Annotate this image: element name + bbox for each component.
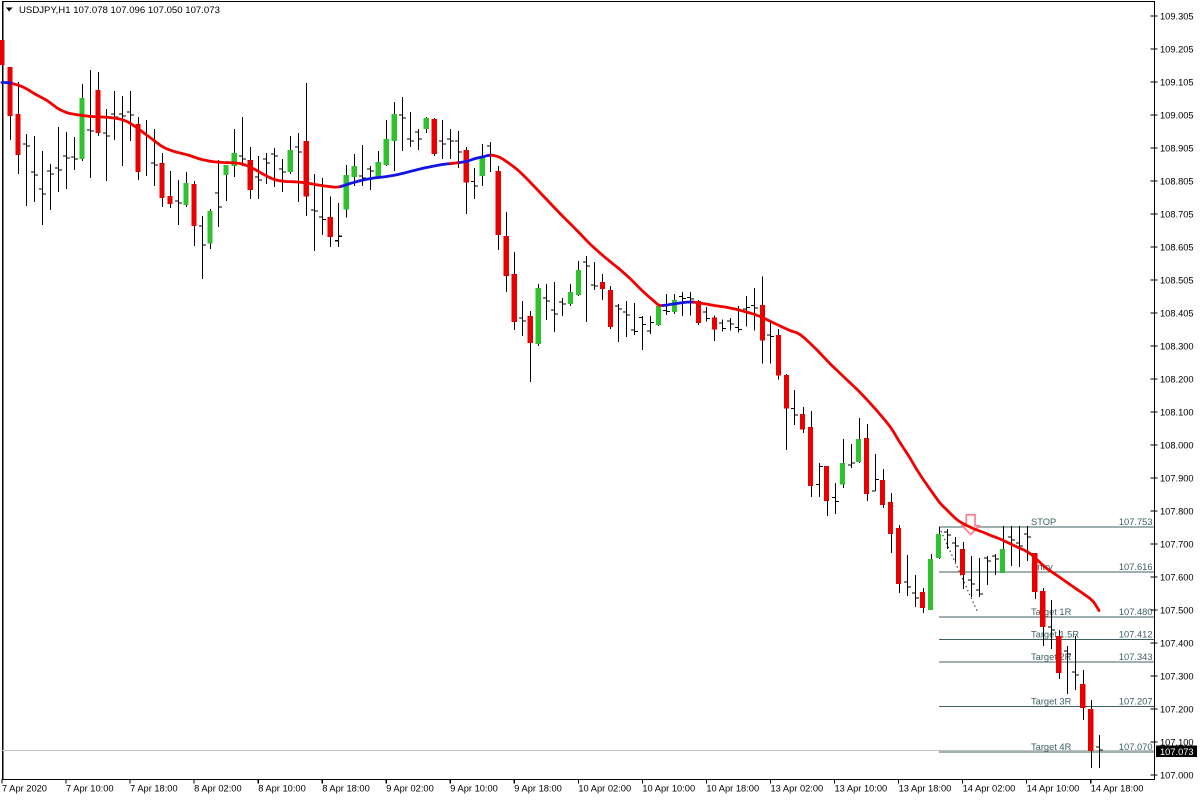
svg-text:USDJPY,H1 107.078 107.096 107: USDJPY,H1 107.078 107.096 107.050 107.07…	[19, 5, 220, 16]
svg-text:107.616: 107.616	[1119, 562, 1153, 572]
svg-text:108.905: 108.905	[1160, 143, 1194, 153]
svg-text:107.070: 107.070	[1119, 742, 1153, 752]
svg-text:108.300: 108.300	[1160, 341, 1194, 351]
svg-text:STOP: STOP	[1031, 517, 1056, 527]
svg-text:9 Apr 10:00: 9 Apr 10:00	[450, 783, 498, 793]
svg-text:7 Apr 18:00: 7 Apr 18:00	[130, 783, 178, 793]
svg-text:109.005: 109.005	[1160, 110, 1194, 120]
svg-text:8 Apr 18:00: 8 Apr 18:00	[322, 783, 370, 793]
svg-text:9 Apr 02:00: 9 Apr 02:00	[386, 783, 434, 793]
svg-text:108.505: 108.505	[1160, 275, 1194, 285]
svg-text:107.000: 107.000	[1160, 770, 1194, 780]
svg-text:108.000: 108.000	[1160, 440, 1194, 450]
svg-text:107.300: 107.300	[1160, 671, 1194, 681]
svg-text:10 Apr 10:00: 10 Apr 10:00	[642, 783, 695, 793]
svg-text:8 Apr 02:00: 8 Apr 02:00	[194, 783, 242, 793]
svg-text:107.200: 107.200	[1160, 704, 1194, 714]
svg-text:107.753: 107.753	[1119, 517, 1153, 527]
svg-text:8 Apr 10:00: 8 Apr 10:00	[258, 783, 306, 793]
svg-text:13 Apr 18:00: 13 Apr 18:00	[899, 783, 952, 793]
svg-text:108.405: 108.405	[1160, 308, 1194, 318]
svg-text:13 Apr 10:00: 13 Apr 10:00	[835, 783, 888, 793]
svg-text:108.100: 108.100	[1160, 407, 1194, 417]
svg-text:107.207: 107.207	[1119, 697, 1153, 707]
svg-text:Target 3R: Target 3R	[1031, 697, 1072, 707]
svg-text:7 Apr 2020: 7 Apr 2020	[2, 783, 47, 793]
svg-text:107.480: 107.480	[1119, 607, 1153, 617]
svg-text:Target 1.5R: Target 1.5R	[1031, 630, 1079, 640]
svg-text:10 Apr 18:00: 10 Apr 18:00	[706, 783, 759, 793]
svg-text:14 Apr 02:00: 14 Apr 02:00	[963, 783, 1016, 793]
svg-text:107.412: 107.412	[1119, 630, 1153, 640]
svg-text:107.600: 107.600	[1160, 572, 1194, 582]
svg-text:107.500: 107.500	[1160, 605, 1194, 615]
svg-text:108.705: 108.705	[1160, 209, 1194, 219]
svg-text:14 Apr 18:00: 14 Apr 18:00	[1091, 783, 1144, 793]
svg-text:109.105: 109.105	[1160, 77, 1194, 87]
svg-text:107.900: 107.900	[1160, 473, 1194, 483]
svg-text:108.200: 108.200	[1160, 374, 1194, 384]
svg-text:109.205: 109.205	[1160, 44, 1194, 54]
svg-text:Target 2R: Target 2R	[1031, 652, 1072, 662]
svg-text:107.100: 107.100	[1160, 737, 1194, 747]
svg-text:108.605: 108.605	[1160, 242, 1194, 252]
svg-text:Entry: Entry	[1031, 562, 1053, 572]
svg-text:107.343: 107.343	[1119, 652, 1153, 662]
svg-text:107.700: 107.700	[1160, 539, 1194, 549]
svg-text:108.805: 108.805	[1160, 176, 1194, 186]
svg-text:7 Apr 10:00: 7 Apr 10:00	[66, 783, 114, 793]
svg-text:Target 4R: Target 4R	[1031, 742, 1072, 752]
svg-text:13 Apr 02:00: 13 Apr 02:00	[771, 783, 824, 793]
svg-text:107.073: 107.073	[1160, 747, 1194, 757]
svg-text:107.400: 107.400	[1160, 638, 1194, 648]
svg-text:107.800: 107.800	[1160, 506, 1194, 516]
svg-text:9 Apr 18:00: 9 Apr 18:00	[514, 783, 562, 793]
svg-text:14 Apr 10:00: 14 Apr 10:00	[1027, 783, 1080, 793]
svg-text:10 Apr 02:00: 10 Apr 02:00	[578, 783, 631, 793]
svg-text:109.305: 109.305	[1160, 11, 1194, 21]
